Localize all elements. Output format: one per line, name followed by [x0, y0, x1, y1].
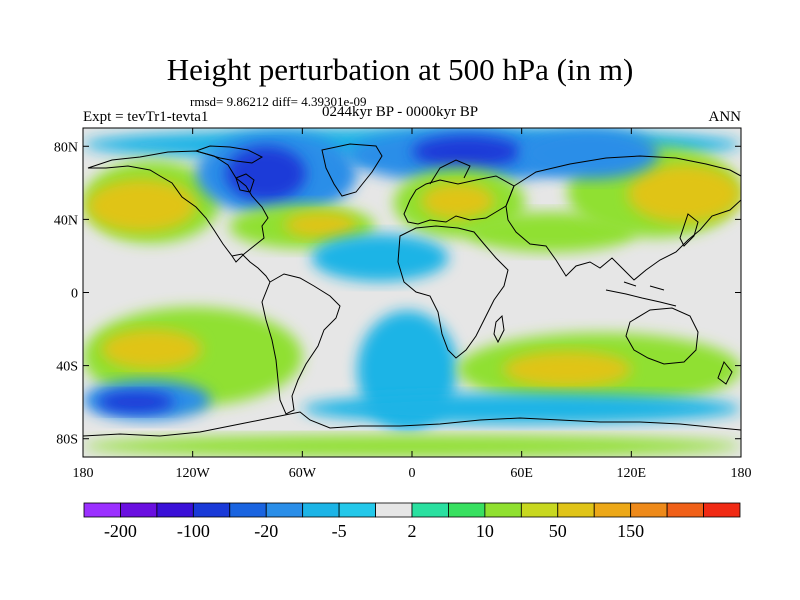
field-siberia-low: [521, 128, 659, 180]
field-eurasia-low-core: [412, 135, 522, 169]
coastline-hudson-bay: [235, 173, 255, 193]
field-southern-ocean-low: [302, 393, 741, 425]
colorbar-swatch: [630, 502, 668, 518]
lat-tick-label: 40N: [54, 213, 78, 228]
rmsd-stats: rmsd= 9.86212 diff= 4.39301e-09: [190, 94, 367, 109]
coastline-arctic-islands: [194, 145, 264, 164]
colorbar-swatch: [520, 502, 559, 518]
colorbar-swatch: [192, 502, 231, 518]
lon-tick-label: 120E: [617, 466, 647, 481]
period-label: 0244kyr BP - 0000kyr BP: [322, 104, 479, 120]
colorbar-label: -20: [254, 521, 278, 541]
season-label: ANN: [708, 109, 742, 125]
lat-tick-label: 80N: [54, 140, 78, 155]
field-s-pacific-low-core: [97, 391, 175, 414]
colorbar-swatch: [302, 502, 340, 518]
colorbar-swatch: [484, 502, 522, 518]
colorbar-swatch: [557, 502, 595, 518]
colorbar-swatch: [375, 502, 413, 518]
coastline-south-america: [261, 273, 341, 415]
colorbar-label: 2: [408, 521, 417, 541]
colorbar: -200 -100 -20 -5 2 10 50 150: [83, 502, 741, 541]
coastline-australia: [625, 307, 699, 365]
lon-tick-label: 60W: [289, 466, 317, 481]
coastline-central-america: [231, 253, 271, 283]
field-asia-high-core: [627, 164, 741, 224]
field-n-pacific-high-core: [86, 179, 197, 233]
coastline-antarctica: [83, 411, 741, 437]
field-s-indian-band-core: [503, 350, 632, 388]
coastline-scandinavia: [429, 159, 471, 185]
coastline-new-zealand: [717, 361, 733, 385]
colorbar-swatch: [265, 502, 304, 518]
colorbar-swatch: [229, 502, 267, 518]
colorbar-swatch: [83, 502, 121, 518]
lat-tick-label: 40S: [56, 360, 78, 375]
field-n-america-low-core: [225, 146, 306, 202]
colorbar-swatch: [411, 502, 449, 518]
lat-tick-label: 80S: [56, 433, 78, 448]
experiment-label: Expt = tevTr1-tevta1: [83, 109, 209, 125]
colorbar-label: 50: [549, 521, 567, 541]
lon-tick-label: 60E: [510, 466, 533, 481]
coastline-greenland: [321, 143, 383, 197]
field-n-atlantic-band-core: [284, 212, 358, 238]
perturbation-field: [83, 128, 741, 457]
colorbar-label: -200: [104, 521, 137, 541]
colorbar-swatch: [448, 502, 486, 518]
colorbar-swatch: [666, 502, 704, 518]
field-antarctic-high: [83, 435, 741, 457]
colorbar-swatch: [338, 502, 376, 518]
coastline-indonesia: [605, 281, 677, 307]
colorbar-swatch: [593, 502, 632, 518]
field-tropical-atlantic-low: [311, 234, 449, 282]
field-s-pacific-band-core: [101, 329, 202, 370]
coastlines: [83, 143, 741, 437]
colorbar-swatch: [156, 502, 194, 518]
coastline-africa: [397, 225, 509, 359]
colorbar-label: -5: [332, 521, 347, 541]
coastline-japan: [679, 213, 699, 247]
lat-tick-label: 0: [71, 287, 78, 302]
colorbar-swatch: [703, 502, 741, 518]
lon-tick-label: 180: [731, 466, 752, 481]
lon-tick-label: 180: [73, 466, 94, 481]
colorbar-label: 150: [617, 521, 644, 541]
colorbar-label: -100: [177, 521, 210, 541]
colorbar-label: 10: [476, 521, 494, 541]
lon-tick-label: 120W: [176, 466, 211, 481]
coastline-madagascar: [493, 314, 505, 344]
plot-title: Height perturbation at 500 hPa (in m): [166, 52, 634, 87]
field-europe-high-core: [421, 182, 495, 220]
map-axes: 80N 40N 0 40S 80S 180 120W 60W 0 60E 120E 180: [54, 128, 752, 481]
lon-tick-label: 0: [409, 466, 416, 481]
coastline-asia: [505, 155, 741, 281]
colorbar-swatch: [120, 502, 158, 518]
